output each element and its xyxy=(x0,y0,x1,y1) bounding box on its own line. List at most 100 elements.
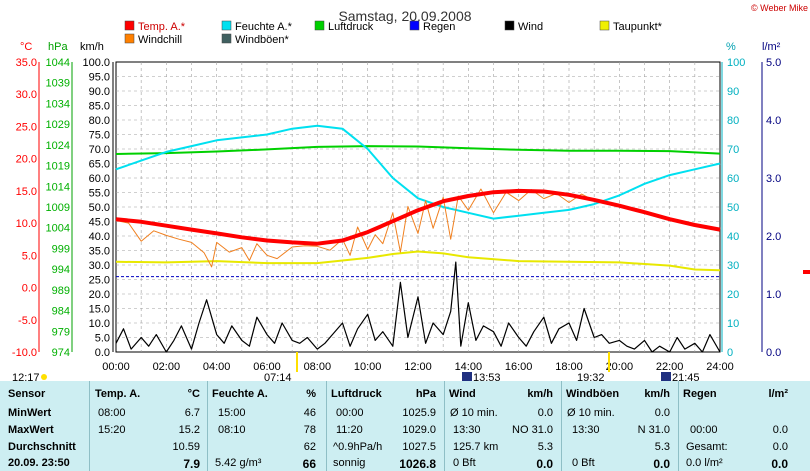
marker2-label: 21:45 xyxy=(672,372,700,381)
humidity-tick-label: 60 xyxy=(727,173,739,185)
max-press-time: 11:20 xyxy=(336,424,363,436)
current-press-val: 1026.8 xyxy=(399,457,436,471)
current-gust-bft: 0 Bft xyxy=(572,457,595,469)
legend-swatch xyxy=(124,33,135,44)
legend-swatch xyxy=(314,20,325,31)
x-tick-label: 18:00 xyxy=(555,361,583,373)
wind-tick-label: 30.0 xyxy=(89,260,110,272)
row-current-label: 20.09. 23:50 xyxy=(8,457,70,469)
max-gust-val: N 31.0 xyxy=(637,424,670,436)
humidity-tick-label: 50 xyxy=(727,202,739,214)
x-tick-label: 04:00 xyxy=(203,361,231,373)
x-tick-label: 08:00 xyxy=(304,361,332,373)
temp-tick-label: -5.0 xyxy=(18,315,37,327)
pressure-tick-label: 984 xyxy=(52,306,70,318)
current-gust-val: 0.0 xyxy=(653,457,670,471)
pressure-tick-label: 1029 xyxy=(46,119,70,131)
max-temp-val: 15.2 xyxy=(178,424,200,436)
pressure-tick-label: 999 xyxy=(52,243,70,255)
series-line xyxy=(115,145,721,155)
wind-tick-label: 45.0 xyxy=(89,217,110,229)
rain-unit-label: l/m² xyxy=(762,41,781,53)
col-temp: Temp. A. xyxy=(95,388,141,400)
humidity-tick-label: 0 xyxy=(727,347,733,359)
wind-tick-label: 85.0 xyxy=(89,101,110,113)
col-press: Luftdruck xyxy=(331,388,382,400)
series-line xyxy=(115,188,721,268)
series-line xyxy=(115,250,721,272)
pressure-tick-label: 974 xyxy=(52,347,70,359)
wind-tick-label: 100.0 xyxy=(82,57,110,69)
rain-tick-label: 5.0 xyxy=(766,57,781,69)
pressure-tick-label: 994 xyxy=(52,264,70,276)
humidity-tick-label: 80 xyxy=(727,115,739,127)
min-wind-val: 0.0 xyxy=(537,407,553,419)
x-tick-label: 02:00 xyxy=(153,361,181,373)
humidity-tick-label: 100 xyxy=(727,57,745,69)
x-tick-label: 06:00 xyxy=(253,361,281,373)
temp-tick-label: 20.0 xyxy=(16,154,37,166)
legend-label: Wind xyxy=(518,21,543,33)
current-temp-val: 7.9 xyxy=(183,457,200,471)
wind-tick-label: 80.0 xyxy=(89,115,110,127)
col-sensor: Sensor xyxy=(8,388,46,400)
legend-label: Temp. A.* xyxy=(138,21,186,33)
legend-label: Regen xyxy=(423,21,455,33)
pressure-unit-label: hPa xyxy=(48,41,68,53)
wind-tick-label: 40.0 xyxy=(89,231,110,243)
avg-rain-val: 0.0 xyxy=(772,441,788,453)
marker-icon xyxy=(661,372,671,381)
col-rain: Regen xyxy=(683,388,717,400)
chart-title: Samstag, 20.09.2008 xyxy=(338,8,471,24)
sunset-label: 19:32 xyxy=(577,372,605,381)
col-gust: Windböen xyxy=(566,388,620,400)
x-tick-label: 14:00 xyxy=(455,361,483,373)
min-press-time: 00:00 xyxy=(336,407,364,419)
x-tick-label: 10:00 xyxy=(354,361,382,373)
min-wind-label: Ø 10 min. xyxy=(450,407,498,419)
humidity-tick-label: 30 xyxy=(727,260,739,272)
legend-swatch xyxy=(599,20,610,31)
rain-tick-label: 0.0 xyxy=(766,347,781,359)
wind-tick-label: 0.0 xyxy=(95,347,110,359)
x-tick-label: 20:00 xyxy=(606,361,634,373)
marker1-label: 13:53 xyxy=(473,372,501,381)
current-press-text: sonnig xyxy=(333,457,366,469)
max-hum-time: 08:10 xyxy=(218,424,246,436)
wind-tick-label: 95.0 xyxy=(89,72,110,84)
avg-press-trend: ^0.9hPa/h xyxy=(333,441,383,453)
min-hum-time: 15:00 xyxy=(218,407,246,419)
stats-table: Sensor Temp. A. °C Feuchte A. % Luftdruc… xyxy=(0,381,810,471)
legend-swatch xyxy=(221,33,232,44)
humidity-tick-label: 20 xyxy=(727,289,739,301)
avg-hum-val: 62 xyxy=(303,441,316,453)
current-wind-val: 0.0 xyxy=(536,457,553,471)
temp-tick-label: -10.0 xyxy=(12,347,37,359)
sun-icon xyxy=(41,374,47,380)
pressure-tick-label: 1024 xyxy=(46,140,70,152)
wind-tick-label: 65.0 xyxy=(89,159,110,171)
row-min-label: MinWert xyxy=(8,407,52,419)
avg-temp-val: 10.59 xyxy=(172,441,200,453)
pressure-tick-label: 989 xyxy=(52,285,70,297)
wind-tick-label: 5.0 xyxy=(95,333,110,345)
temp-tick-label: 25.0 xyxy=(16,121,37,133)
series-line xyxy=(115,124,721,220)
rain-tick-label: 3.0 xyxy=(766,173,781,185)
current-wind-bft: 0 Bft xyxy=(453,457,476,469)
col-wind: Wind xyxy=(449,388,476,400)
legend-swatch xyxy=(221,20,232,31)
temp-tick-label: 10.0 xyxy=(16,218,37,230)
humidity-tick-label: 10 xyxy=(727,318,739,330)
min-temp-val: 6.7 xyxy=(184,407,200,419)
col-rain-unit: l/m² xyxy=(768,388,788,400)
col-hum: Feuchte A. xyxy=(212,388,268,400)
pressure-tick-label: 979 xyxy=(52,326,70,338)
pressure-tick-label: 1039 xyxy=(46,78,70,90)
humidity-tick-label: 70 xyxy=(727,144,739,156)
wind-tick-label: 50.0 xyxy=(89,202,110,214)
col-wind-unit: km/h xyxy=(527,388,553,400)
max-press-val: 1029.0 xyxy=(402,424,436,436)
max-wind-val: NO 31.0 xyxy=(512,424,553,436)
weather-chart: Samstag, 20.09.2008 © Weber Mike Temp. A.*… xyxy=(12,3,810,381)
